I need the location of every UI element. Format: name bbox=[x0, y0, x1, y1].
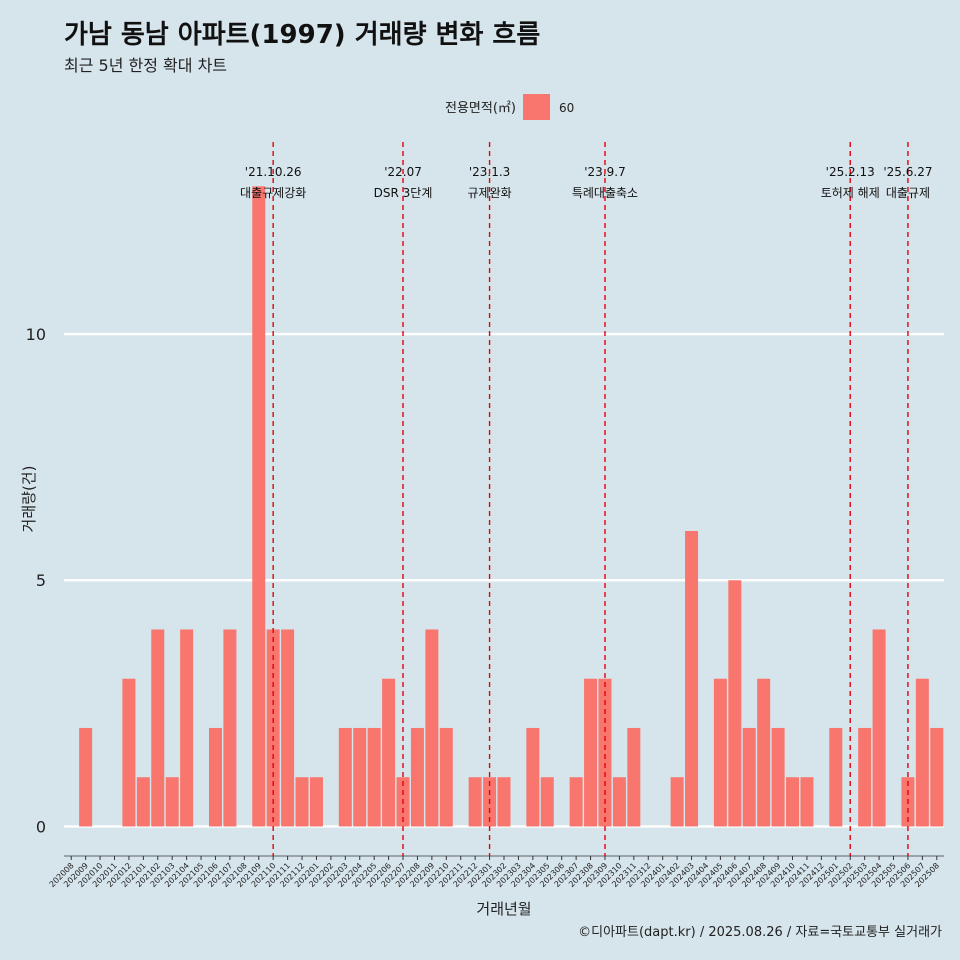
bar bbox=[468, 777, 482, 827]
bar bbox=[685, 531, 699, 827]
bar bbox=[757, 678, 771, 827]
event-name-label: 대출규제강화 bbox=[240, 186, 306, 200]
event-date-label: '25.6.27 bbox=[883, 165, 932, 179]
bar bbox=[930, 727, 944, 827]
event-date-label: '21.10.26 bbox=[245, 165, 302, 179]
event-name-label: 대출규제 bbox=[886, 186, 930, 200]
bar bbox=[353, 727, 367, 827]
legend-swatch bbox=[523, 94, 550, 120]
y-tick-label: 0 bbox=[36, 817, 46, 836]
bar bbox=[858, 727, 872, 827]
bar bbox=[382, 678, 396, 827]
bar bbox=[829, 727, 843, 827]
event-date-label: '22.07 bbox=[384, 165, 422, 179]
source-caption: ©디아파트(dapt.kr) / 2025.08.26 / 자료=국토교통부 실… bbox=[578, 925, 942, 940]
bar bbox=[800, 777, 814, 827]
bar bbox=[540, 777, 554, 827]
event-date-label: '23.9.7 bbox=[584, 165, 625, 179]
chart-title: 가남 동남 아파트(1997) 거래량 변화 흐름 bbox=[64, 20, 541, 50]
bar bbox=[281, 629, 295, 827]
bar bbox=[627, 727, 641, 827]
bar bbox=[872, 629, 886, 827]
event-date-label: '23.1.3 bbox=[469, 165, 510, 179]
event-name-label: 규제완화 bbox=[467, 186, 511, 200]
event-name-label: 토허제 해제 bbox=[821, 186, 880, 200]
bar bbox=[309, 777, 323, 827]
event-name-label: DSR 3단계 bbox=[374, 186, 433, 200]
bar bbox=[728, 580, 742, 827]
bar bbox=[915, 678, 929, 827]
bar bbox=[122, 678, 136, 827]
legend-label: 60 bbox=[559, 101, 574, 115]
bar bbox=[79, 727, 93, 827]
y-tick-label: 5 bbox=[36, 571, 46, 590]
bar bbox=[526, 727, 540, 827]
bar bbox=[670, 777, 684, 827]
chart-subtitle: 최근 5년 한정 확대 차트 bbox=[64, 56, 228, 75]
bar bbox=[439, 727, 453, 827]
bar bbox=[742, 727, 756, 827]
bar bbox=[713, 678, 727, 827]
bar bbox=[208, 727, 222, 827]
bar bbox=[223, 629, 237, 827]
y-axis-title: 거래량(건) bbox=[20, 466, 38, 533]
bar bbox=[295, 777, 309, 827]
legend-title: 전용면적(㎡) bbox=[445, 101, 516, 116]
bar bbox=[771, 727, 785, 827]
bar bbox=[569, 777, 583, 827]
bar bbox=[180, 629, 194, 827]
bar bbox=[598, 678, 612, 827]
bar bbox=[367, 727, 381, 827]
bar bbox=[136, 777, 150, 827]
event-date-label: '25.2.13 bbox=[826, 165, 875, 179]
x-axis-title: 거래년월 bbox=[476, 900, 531, 918]
bar bbox=[151, 629, 165, 827]
bar bbox=[165, 777, 179, 827]
bar bbox=[425, 629, 439, 827]
bar bbox=[497, 777, 511, 827]
bar bbox=[612, 777, 626, 827]
event-name-label: 특례대출축소 bbox=[572, 186, 638, 200]
bar bbox=[338, 727, 352, 827]
bar bbox=[252, 186, 266, 827]
y-tick-label: 10 bbox=[26, 325, 46, 344]
bar bbox=[786, 777, 800, 827]
bar bbox=[410, 727, 424, 827]
bar bbox=[584, 678, 598, 827]
